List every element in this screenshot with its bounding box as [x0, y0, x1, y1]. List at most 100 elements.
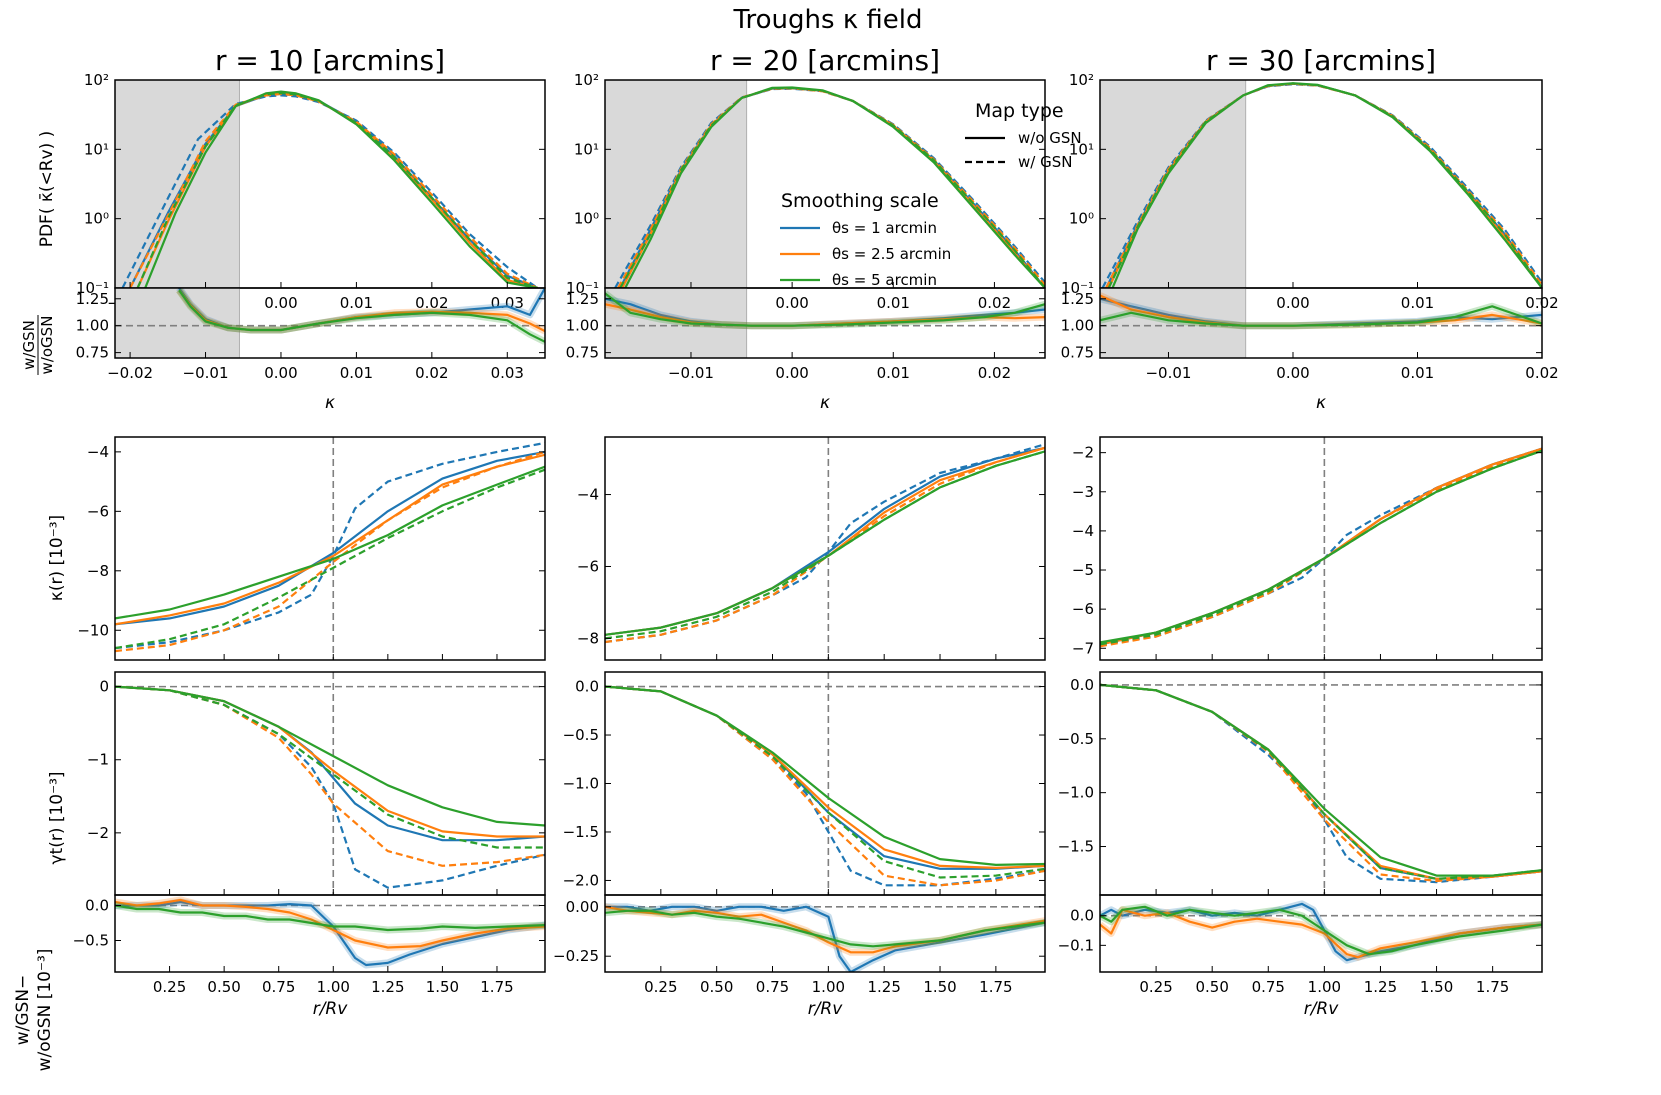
series-line--s-5-arcmin — [605, 909, 1045, 948]
series-line--s-2-5-arcmin-without-gsn — [115, 685, 545, 838]
x-tick-label: −0.02 — [107, 364, 153, 382]
series-group — [115, 441, 545, 653]
y-tick-label: 10¹ — [84, 140, 109, 158]
series-line--s-5-arcmin-with-gsn — [115, 468, 545, 650]
x-tick-label: 0.02 — [978, 294, 1011, 312]
series-group — [115, 896, 545, 969]
series-line--s-2-5-arcmin-without-gsn — [605, 685, 1045, 869]
series-line--s-1-arcmin — [605, 905, 1045, 972]
x-tick-label: 0.00 — [1276, 364, 1309, 382]
y-tick-label: 1.25 — [76, 290, 109, 308]
series-line--s-1-arcmin — [115, 900, 545, 967]
series-line--s-1-arcmin-without-gsn — [1100, 683, 1542, 880]
gamma-profile-y-label: γt(r) [10⁻³] — [47, 771, 67, 864]
series-line--s-1-arcmin-without-gsn — [1100, 447, 1542, 646]
series-group — [1101, 82, 1542, 288]
y-tick-label: 10⁰ — [574, 210, 599, 228]
panel-pdf-ratio-2: 0.75 1.00 1.25 −0.01 0.00 0.01 0.02 κ — [566, 287, 1046, 413]
r-x-label: r/Rv — [1304, 999, 1340, 1019]
series-line--s-1-arcmin-without-gsn — [605, 685, 1045, 870]
legend-smoothing-title: Smoothing scale — [781, 190, 939, 212]
panel-gamma-profile-1: −2 −1 0 — [87, 671, 546, 896]
y-tick-label: −2.0 — [563, 871, 599, 889]
series-line--s-2-5-arcmin-without-gsn — [605, 446, 1045, 636]
x-tick-label: 0.25 — [1139, 978, 1172, 996]
x-tick-label: 1.25 — [1364, 978, 1397, 996]
series-line--s-2-5-arcmin-without-gsn — [1100, 447, 1542, 646]
series-line--s-5-arcmin — [1100, 305, 1542, 327]
x-tick-label: 0.01 — [877, 294, 910, 312]
figure-title: Troughs κ field — [732, 5, 922, 35]
y-tick-label: −0.25 — [553, 947, 599, 965]
x-tick-label: 0.25 — [644, 978, 677, 996]
x-tick-label: 1.75 — [1476, 978, 1509, 996]
panel-pdf-ratio-1: 0.75 1.00 1.25 −0.02 −0.01 0.00 0.01 0.02 0.03 κ — [76, 287, 546, 413]
y-tick-label: 0.0 — [575, 678, 599, 696]
y-tick-label: −1.0 — [563, 775, 599, 793]
y-tick-label: 10¹ — [574, 140, 599, 158]
series-line--s-5-arcmin-without-gsn — [144, 90, 538, 288]
series-group — [1100, 447, 1542, 648]
series-line--s-2-5-arcmin-without-gsn — [1100, 683, 1542, 880]
y-tick-label: −6 — [87, 502, 109, 520]
x-tick-label: 0.02 — [415, 294, 448, 312]
x-tick-label: 1.25 — [867, 978, 900, 996]
y-axis-labels: PDF( κ̄(<Rv) ) w/GSN w/oGSN κ(r) [10⁻³] … — [13, 131, 67, 1072]
axes-frame — [1099, 894, 1543, 973]
x-tick-label: 0.75 — [756, 978, 789, 996]
axes-frame — [604, 671, 1046, 896]
y-tick-label: −6 — [577, 557, 599, 575]
y-tick-label: 10⁻¹ — [1061, 279, 1094, 297]
excluded-region-shade — [605, 288, 747, 358]
y-tick-label: 0.0 — [1070, 907, 1094, 925]
y-tick-label: −7 — [1072, 639, 1094, 657]
series-group — [121, 90, 539, 288]
x-tick-label: −0.01 — [1145, 364, 1191, 382]
x-tick-label: 0.01 — [1401, 364, 1434, 382]
y-tick-label: −1.5 — [1058, 838, 1094, 856]
y-tick-label: 10⁰ — [84, 210, 109, 228]
series-line--s-1-arcmin-with-gsn — [605, 443, 1045, 644]
series-group — [605, 443, 1045, 644]
axes-frame — [604, 894, 1046, 973]
y-tick-label: 1.00 — [1061, 317, 1094, 335]
y-tick-label: 0.75 — [566, 344, 599, 362]
y-tick-label: 0.0 — [1070, 676, 1094, 694]
x-tick-label: 0.01 — [340, 294, 373, 312]
series-line--s-5-arcmin — [1100, 905, 1542, 956]
y-tick-label: −4 — [87, 443, 109, 461]
series-line--s-2-5-arcmin-with-gsn — [115, 685, 545, 867]
axes-frame — [604, 287, 1046, 359]
kappa-profile-y-label: κ(r) [10⁻³] — [47, 515, 67, 601]
series-line--s-5-arcmin-with-gsn — [136, 91, 538, 288]
axes-frame — [1099, 436, 1543, 661]
panel-kappa-profile-2: −8 −6 −4 — [577, 436, 1046, 661]
excluded-region-shade — [115, 80, 240, 288]
series-line--s-5-arcmin-without-gsn — [624, 86, 1045, 288]
y-tick-label: −1.5 — [563, 823, 599, 841]
series-line--s-2-5-arcmin-with-gsn — [1100, 683, 1542, 883]
x-tick-label: 1.25 — [371, 978, 404, 996]
x-tick-label: 1.75 — [979, 978, 1012, 996]
series-line--s-2-5-arcmin-with-gsn — [605, 446, 1045, 644]
series-group — [1100, 900, 1542, 964]
x-tick-label: 0.00 — [775, 364, 808, 382]
series-line--s-2-5-arcmin-without-gsn — [115, 453, 545, 626]
x-tick-label: 0.02 — [978, 364, 1011, 382]
series-line--s-2-5-arcmin-with-gsn — [617, 87, 1045, 288]
series-line--s-5-arcmin-without-gsn — [115, 465, 545, 620]
panel-kappa-profile-3: −7 −6 −5 −4 −3 −2 — [1072, 436, 1543, 661]
y-tick-label: 10⁰ — [1069, 210, 1094, 228]
y-tick-label: −6 — [1072, 600, 1094, 618]
column-title-2: r = 20 [arcmins] — [710, 44, 940, 77]
y-tick-label: −8 — [577, 629, 599, 647]
series-line--s-5-arcmin-without-gsn — [1100, 449, 1542, 644]
series-group — [614, 86, 1045, 288]
y-tick-label: −8 — [87, 562, 109, 580]
series-line--s-5-arcmin-with-gsn — [605, 685, 1045, 879]
y-tick-label: −10 — [77, 621, 109, 639]
y-tick-label: 0.75 — [76, 344, 109, 362]
x-tick-label: 1.00 — [812, 978, 845, 996]
